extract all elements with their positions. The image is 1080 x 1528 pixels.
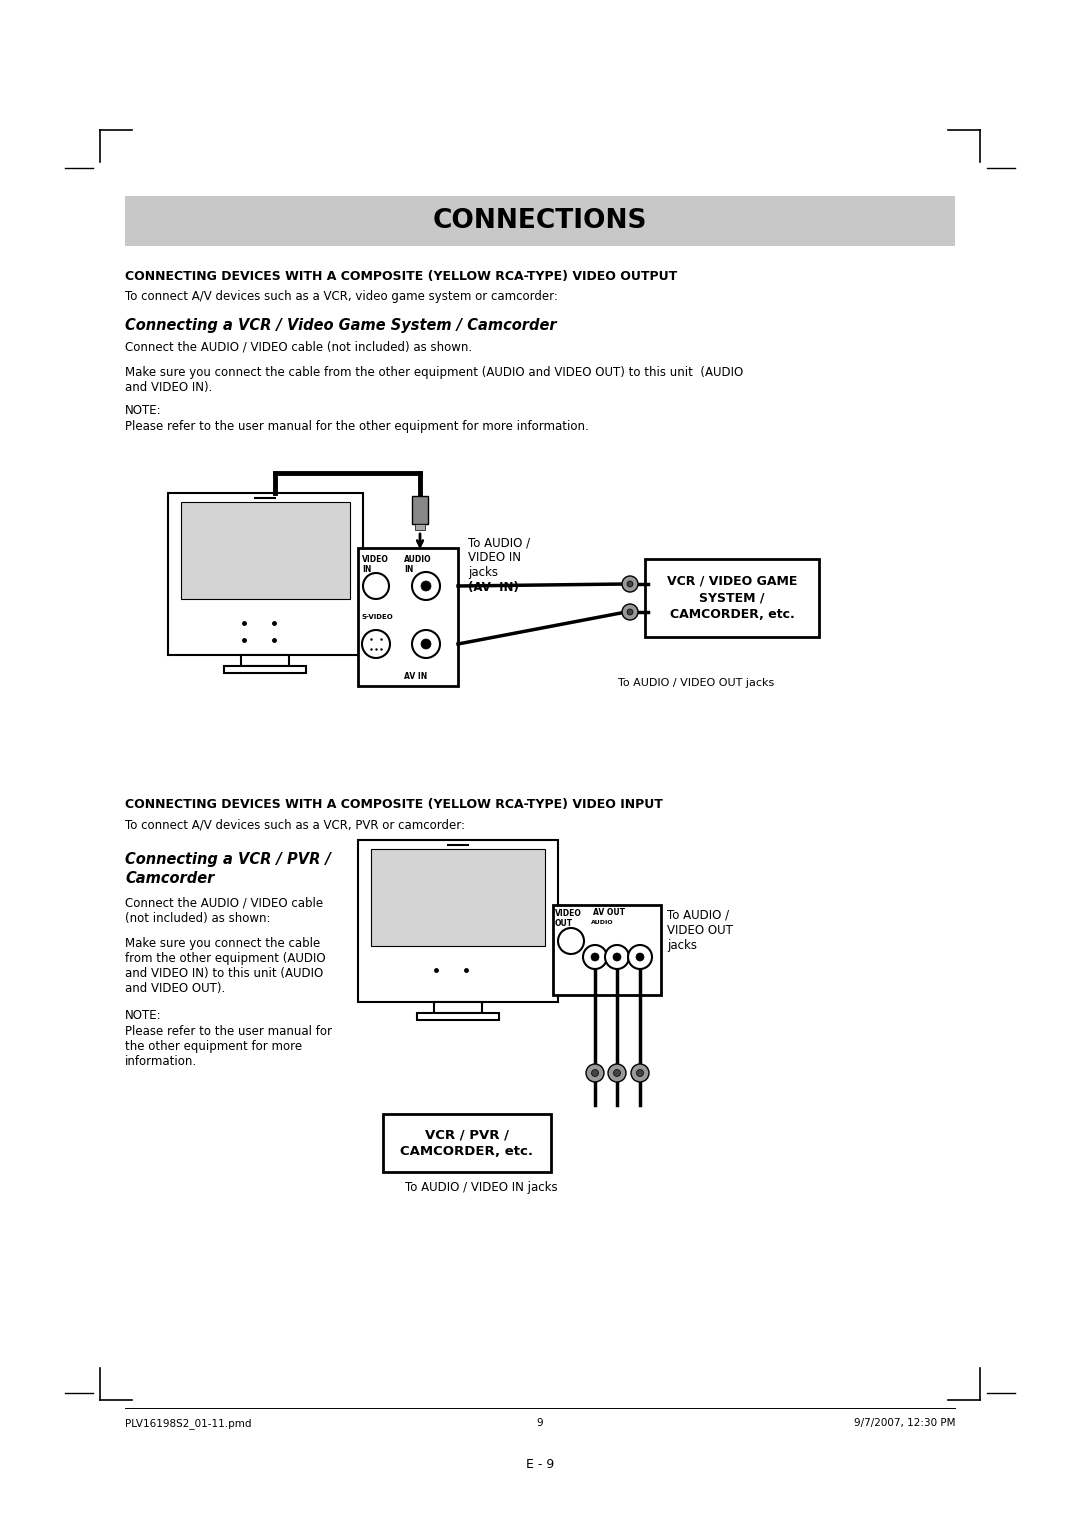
Text: VCR / PVR /
CAMCORDER, etc.: VCR / PVR / CAMCORDER, etc. — [401, 1128, 534, 1158]
Text: VIDEO OUT: VIDEO OUT — [667, 924, 733, 937]
Circle shape — [411, 571, 440, 601]
Text: To AUDIO / VIDEO IN jacks: To AUDIO / VIDEO IN jacks — [405, 1181, 557, 1193]
Circle shape — [363, 573, 389, 599]
Text: Make sure you connect the cable
from the other equipment (AUDIO
and VIDEO IN) to: Make sure you connect the cable from the… — [125, 937, 326, 995]
Text: CONNECTING DEVICES WITH A COMPOSITE (YELLOW RCA-TYPE) VIDEO OUTPUT: CONNECTING DEVICES WITH A COMPOSITE (YEL… — [125, 270, 677, 283]
Text: To connect A/V devices such as a VCR, PVR or camcorder:: To connect A/V devices such as a VCR, PV… — [125, 817, 465, 831]
Text: VIDEO
IN: VIDEO IN — [362, 555, 389, 575]
Circle shape — [605, 944, 629, 969]
Bar — [553, 905, 661, 995]
FancyBboxPatch shape — [383, 1114, 551, 1172]
Text: 9/7/2007, 12:30 PM: 9/7/2007, 12:30 PM — [853, 1418, 955, 1429]
Text: Camcorder: Camcorder — [125, 871, 214, 886]
Circle shape — [586, 1063, 604, 1082]
Text: Connecting a VCR / PVR /: Connecting a VCR / PVR / — [125, 853, 330, 866]
Bar — [181, 503, 350, 599]
Text: Connect the AUDIO / VIDEO cable
(not included) as shown:: Connect the AUDIO / VIDEO cable (not inc… — [125, 897, 323, 924]
FancyBboxPatch shape — [645, 559, 819, 637]
Circle shape — [592, 1070, 598, 1077]
Circle shape — [627, 581, 633, 587]
Text: CONNECTING DEVICES WITH A COMPOSITE (YELLOW RCA-TYPE) VIDEO INPUT: CONNECTING DEVICES WITH A COMPOSITE (YEL… — [125, 798, 663, 811]
Circle shape — [636, 953, 644, 961]
Bar — [357, 840, 558, 1002]
Bar — [372, 850, 545, 946]
Circle shape — [622, 576, 638, 591]
Circle shape — [421, 639, 431, 649]
Circle shape — [362, 630, 390, 659]
Text: jacks: jacks — [468, 565, 498, 579]
Text: jacks: jacks — [667, 940, 697, 952]
Text: Please refer to the user manual for the other equipment for more information.: Please refer to the user manual for the … — [125, 420, 589, 432]
Text: (AV  IN): (AV IN) — [468, 581, 518, 594]
Text: Connect the AUDIO / VIDEO cable (not included) as shown.: Connect the AUDIO / VIDEO cable (not inc… — [125, 341, 472, 353]
Text: To AUDIO / VIDEO OUT jacks: To AUDIO / VIDEO OUT jacks — [618, 678, 774, 688]
Text: To connect A/V devices such as a VCR, video game system or camcorder:: To connect A/V devices such as a VCR, vi… — [125, 290, 558, 303]
Text: PLV16198S2_01-11.pmd: PLV16198S2_01-11.pmd — [125, 1418, 252, 1429]
Text: E - 9: E - 9 — [526, 1458, 554, 1471]
Text: S-VIDEO: S-VIDEO — [362, 614, 394, 620]
Bar — [224, 666, 306, 672]
Circle shape — [613, 953, 621, 961]
Text: Please refer to the user manual for
the other equipment for more
information.: Please refer to the user manual for the … — [125, 1025, 332, 1068]
Text: Connecting a VCR / Video Game System / Camcorder: Connecting a VCR / Video Game System / C… — [125, 318, 556, 333]
Circle shape — [608, 1063, 626, 1082]
Circle shape — [558, 927, 584, 953]
Circle shape — [627, 944, 652, 969]
Bar — [357, 549, 458, 686]
Circle shape — [411, 630, 440, 659]
Text: VIDEO
OUT: VIDEO OUT — [555, 909, 582, 929]
Bar — [411, 497, 428, 524]
Text: Make sure you connect the cable from the other equipment (AUDIO and VIDEO OUT) t: Make sure you connect the cable from the… — [125, 367, 743, 394]
Text: CONNECTIONS: CONNECTIONS — [433, 208, 647, 234]
Text: AV IN: AV IN — [404, 672, 428, 681]
Circle shape — [591, 953, 599, 961]
Bar — [168, 494, 363, 656]
Bar — [434, 1002, 482, 1013]
Bar — [415, 524, 426, 530]
Circle shape — [622, 604, 638, 620]
Text: NOTE:: NOTE: — [125, 403, 162, 417]
Text: 9: 9 — [537, 1418, 543, 1429]
Bar — [241, 656, 289, 666]
Text: To AUDIO /: To AUDIO / — [468, 536, 530, 549]
Circle shape — [631, 1063, 649, 1082]
Bar — [417, 1013, 499, 1021]
Text: To AUDIO /: To AUDIO / — [667, 909, 729, 921]
Text: VIDEO IN: VIDEO IN — [468, 552, 521, 564]
Text: NOTE:: NOTE: — [125, 1008, 162, 1022]
Text: VCR / VIDEO GAME
SYSTEM /
CAMCORDER, etc.: VCR / VIDEO GAME SYSTEM / CAMCORDER, etc… — [666, 575, 797, 622]
Circle shape — [627, 610, 633, 614]
Text: AUDIO
IN: AUDIO IN — [404, 555, 432, 575]
Circle shape — [421, 581, 431, 591]
Text: AUDIO: AUDIO — [591, 920, 613, 924]
Text: AV OUT: AV OUT — [593, 908, 625, 917]
Circle shape — [583, 944, 607, 969]
Circle shape — [636, 1070, 644, 1077]
Circle shape — [613, 1070, 621, 1077]
Bar — [125, 196, 955, 246]
